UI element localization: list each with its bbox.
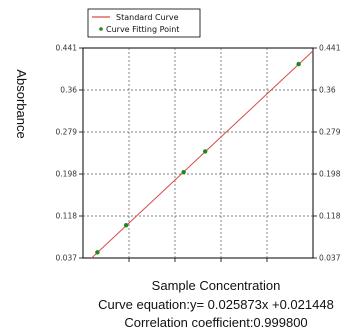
legend-label-curve-fitting-point: Curve Fitting Point (106, 25, 179, 34)
fitting-points (95, 61, 301, 255)
plot-area (82, 47, 314, 259)
x-axis-title: Sample Concentration (152, 278, 281, 293)
legend-box (87, 8, 201, 38)
y-tick-label-right: 0.36 (319, 86, 336, 95)
y-tick-label-left: 0.118 (56, 212, 78, 221)
grid (83, 48, 313, 258)
y-tick-label-left: 0.36 (60, 86, 77, 95)
correlation-coefficient: Correlation coefficient:0.999800 (124, 315, 307, 330)
y-tick-label-right: 0.037 (319, 254, 341, 263)
y-tick-label-right: 0.279 (319, 128, 341, 137)
y-tick-label-right: 0.118 (319, 212, 341, 221)
standard-curve (91, 50, 314, 259)
y-tick-label-left: 0.037 (56, 254, 78, 263)
y-ticks: 0.037 0.037 0.118 0.118 0.198 0.198 0.279 0.279… (56, 44, 341, 263)
y-tick-label-left: 0.441 (56, 44, 78, 53)
y-tick-label-right: 0.198 (319, 170, 341, 179)
fitting-point (296, 61, 301, 67)
curve-equation: Curve equation:y= 0.025873x +0.021448 (98, 297, 334, 312)
y-tick-label-left: 0.279 (56, 128, 78, 137)
fitting-point (95, 250, 100, 255)
y-tick-label-left: 0.198 (56, 170, 78, 179)
fitting-point (123, 223, 129, 228)
standard-curve-line (91, 50, 314, 259)
legend-dot-swatch (99, 27, 103, 31)
y-axis-title: Absorbance (14, 69, 29, 138)
fitting-point (202, 149, 208, 154)
fitting-point (181, 170, 186, 175)
legend-label-standard-curve: Standard Curve (116, 13, 179, 22)
legend: Standard Curve Curve Fitting Point (87, 8, 201, 38)
y-tick-label-right: 0.441 (319, 44, 341, 53)
